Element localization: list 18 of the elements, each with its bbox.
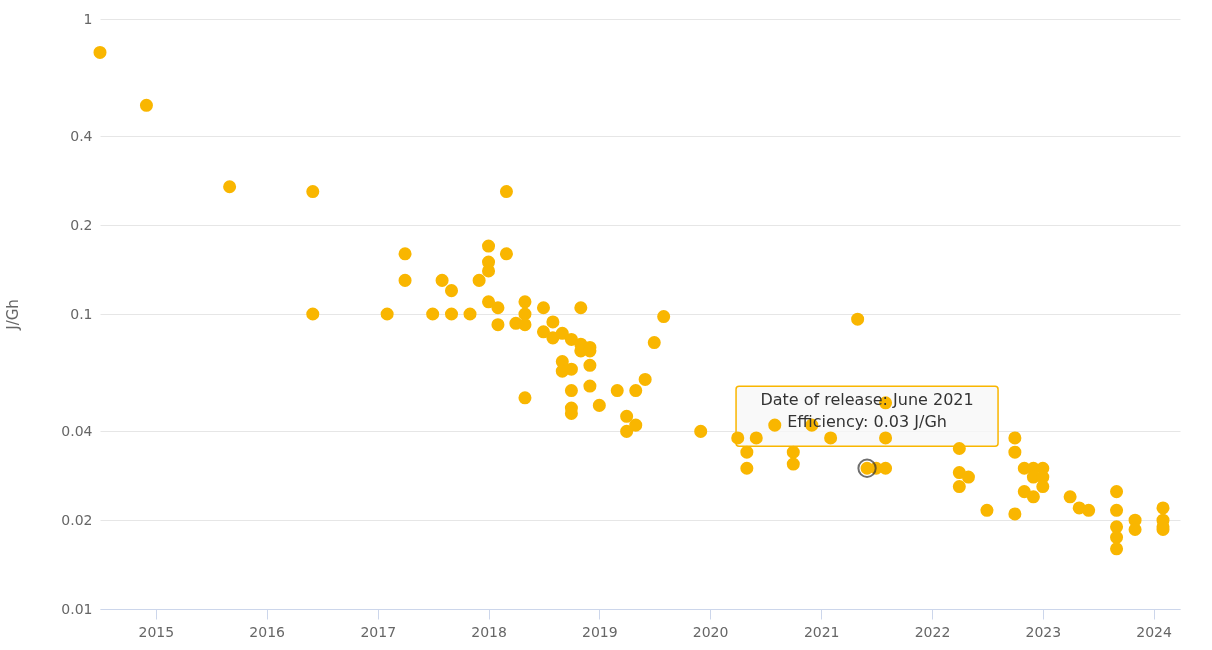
y-tick-label: 0.4 [70,127,93,144]
y-tick-label: 0.2 [70,216,93,233]
x-tick-label: 2018 [471,623,507,640]
x-tick-label: 2016 [249,623,286,640]
y-tick-label: 0.04 [61,422,93,439]
y-tick-label: 1 [83,10,93,27]
x-tick-label: 2015 [138,623,175,640]
x-tick-label: 2022 [914,623,951,640]
y-axis-title: J/Gh [4,299,23,331]
x-tick-label: 2023 [1025,623,1062,640]
x-tick-label: 2019 [582,623,618,640]
y-tick-label: 0.1 [70,305,93,322]
x-tick-label: 2021 [803,623,840,640]
x-tick-label: 2020 [692,623,729,640]
x-tick-label: 2017 [360,623,397,640]
y-tick-label: 0.01 [61,600,93,617]
x-tick-label: 2024 [1136,623,1172,640]
y-tick-label: 0.02 [61,511,93,528]
